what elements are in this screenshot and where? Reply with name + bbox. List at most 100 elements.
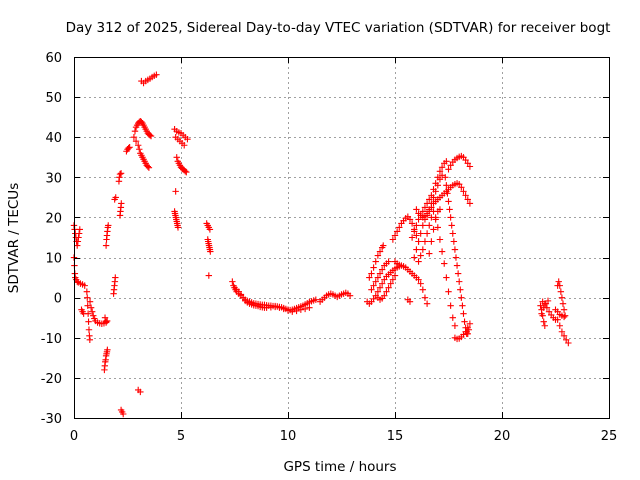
data-point	[464, 160, 471, 167]
data-point	[126, 144, 133, 151]
y-tick-label: 20	[45, 211, 62, 226]
data-point	[426, 250, 433, 257]
data-point	[554, 316, 561, 323]
data-point	[436, 206, 444, 213]
plot-frame	[74, 57, 610, 419]
data-point	[413, 232, 420, 239]
series-s48	[554, 316, 572, 347]
data-point	[284, 307, 292, 314]
data-point	[423, 210, 431, 217]
data-point	[454, 270, 462, 277]
data-point	[540, 304, 547, 311]
data-point	[452, 254, 460, 261]
data-point	[556, 322, 563, 329]
series-s12	[115, 170, 125, 185]
data-point	[447, 162, 454, 169]
series-s23	[203, 220, 214, 233]
data-point	[380, 242, 387, 249]
series-s22	[171, 208, 182, 231]
data-point	[85, 318, 92, 325]
data-point	[463, 330, 470, 337]
data-point	[372, 278, 379, 285]
data-point	[147, 132, 155, 140]
data-point	[421, 294, 429, 301]
series-s42	[445, 152, 474, 173]
data-point	[385, 284, 392, 291]
x-tick-label: 5	[177, 429, 185, 444]
data-point	[393, 228, 401, 235]
data-point	[453, 262, 461, 269]
data-point	[368, 270, 375, 277]
data-point	[417, 230, 424, 237]
data-point	[443, 274, 450, 281]
data-point	[544, 297, 552, 305]
data-point	[74, 278, 81, 285]
data-point	[541, 322, 548, 329]
series-s14	[123, 144, 133, 155]
data-point	[389, 276, 397, 283]
data-point	[293, 307, 300, 315]
data-point	[184, 136, 191, 143]
series-s13	[117, 406, 127, 418]
data-point	[461, 318, 468, 325]
data-point	[90, 312, 97, 319]
data-point	[237, 291, 245, 298]
series-s32	[374, 272, 399, 303]
series-s06	[101, 314, 110, 325]
series-s19	[171, 126, 191, 149]
data-point	[456, 180, 463, 188]
data-point	[436, 236, 444, 243]
series-s02	[70, 254, 88, 289]
data-point	[396, 224, 403, 231]
data-point	[153, 71, 160, 78]
data-point	[447, 214, 454, 221]
data-point	[419, 222, 427, 229]
data-point	[370, 264, 377, 271]
data-point	[376, 248, 384, 255]
data-point	[451, 246, 459, 253]
series-s25	[205, 272, 213, 279]
data-point	[88, 308, 96, 315]
data-point	[415, 276, 422, 283]
series-s31	[368, 258, 392, 293]
chart-title: Day 312 of 2025, Sidereal Day-to-day VTE…	[66, 20, 611, 36]
series-s38	[413, 172, 446, 221]
data-point	[538, 310, 545, 317]
series-s34	[391, 258, 431, 307]
data-point	[146, 132, 154, 139]
data-point	[391, 232, 399, 239]
data-point	[132, 138, 140, 145]
data-point	[447, 302, 454, 309]
y-tick-label: 40	[45, 131, 62, 146]
data-point	[558, 294, 566, 301]
data-point	[434, 224, 441, 231]
data-point	[444, 190, 451, 197]
y-axis-label: SDTVAR / TECUs	[6, 183, 22, 293]
series-s35	[404, 296, 414, 305]
series-s39	[415, 208, 459, 329]
data-point	[81, 282, 88, 289]
y-tick-label: 10	[45, 252, 62, 267]
data-point	[297, 306, 305, 313]
data-point	[456, 278, 463, 285]
grid	[74, 57, 609, 418]
data-point	[101, 314, 109, 321]
series-s11	[116, 200, 125, 219]
data-point	[102, 318, 110, 325]
y-tick-label: 60	[45, 51, 62, 66]
data-point	[558, 328, 566, 335]
data-point	[207, 248, 214, 255]
data-point	[75, 234, 82, 241]
data-point	[174, 224, 182, 231]
data-point	[383, 288, 390, 295]
data-point	[460, 188, 467, 195]
data-point	[436, 168, 444, 175]
data-point	[445, 198, 452, 205]
series-s10	[111, 194, 119, 203]
data-point	[462, 156, 469, 164]
data-point	[417, 252, 424, 259]
data-point	[125, 144, 132, 152]
data-point	[432, 216, 439, 223]
data-point	[374, 274, 382, 281]
series-s46	[538, 297, 552, 317]
